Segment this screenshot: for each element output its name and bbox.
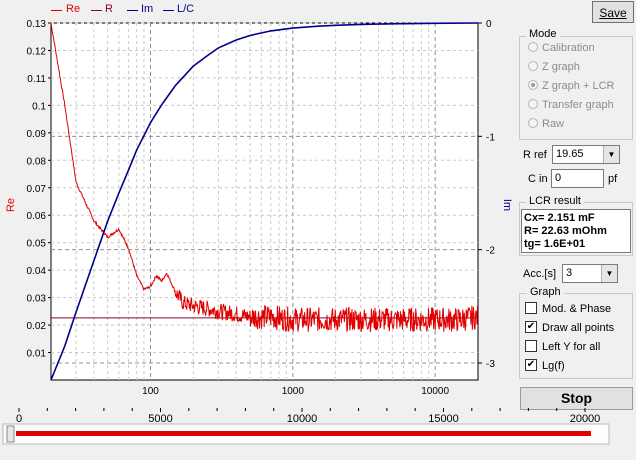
series-im-line xyxy=(50,22,479,381)
y-left-tick-label: 0.13 xyxy=(27,19,47,30)
acc-label: Acc.[s] xyxy=(523,268,557,280)
lcr-result-r: R= 22.63 mOhm xyxy=(524,225,607,237)
slider-tick-label: 5000 xyxy=(148,413,172,425)
cin-label: C in xyxy=(528,173,548,185)
acc-select[interactable]: 3 ▼ xyxy=(562,264,618,283)
impedance-plot: 0.01 0.02 0.03 0.04 0.05 0.06 0.07 0.08 0.09 0.1 0… xyxy=(5,19,513,397)
checkmark-icon: ✔ xyxy=(525,321,537,334)
y-left-tick-label: 0.06 xyxy=(27,211,47,222)
legend-label-im: Im xyxy=(141,3,154,15)
slider-tick-label: 0 xyxy=(16,413,22,425)
checkmark-icon: ✔ xyxy=(525,359,537,372)
y-left-axis-label: Re xyxy=(5,198,17,212)
y-right-tick-label: 0 xyxy=(486,19,492,30)
frequency-slider[interactable]: 0 5000 10000 15000 20000 xyxy=(0,408,636,460)
slider-tick-label: 10000 xyxy=(287,413,318,425)
legend-swatch-re xyxy=(51,10,62,11)
mode-group-title: Mode xyxy=(526,28,560,40)
y-right-axis-label: Im xyxy=(501,199,513,211)
rref-select[interactable]: 19.65 ▼ xyxy=(552,145,620,164)
legend-label-r: R xyxy=(105,3,113,15)
graph-group-title: Graph xyxy=(527,286,564,298)
radio-circle-selected xyxy=(528,80,538,91)
cin-input[interactable]: 0 xyxy=(551,169,604,188)
y-left-tick-label: 0.01 xyxy=(27,349,47,360)
checkbox-left-y-for-all[interactable]: Left Y for all xyxy=(525,340,600,353)
y-left-tick-label: 0.04 xyxy=(27,266,47,277)
mode-radio-z-graph[interactable]: Z graph xyxy=(528,61,580,73)
graph-group xyxy=(519,293,633,379)
lcr-result-title: LCR result xyxy=(526,195,584,207)
x-tick-label: 100 xyxy=(142,386,159,397)
checkbox-box xyxy=(525,302,537,315)
radio-circle xyxy=(528,99,538,110)
y-left-tick-label: 0.08 xyxy=(27,156,47,167)
checkbox-box xyxy=(525,340,537,353)
chevron-down-icon[interactable]: ▼ xyxy=(601,265,617,282)
checkbox-mod-phase[interactable]: Mod. & Phase xyxy=(525,302,611,315)
lcr-result-display: Cx= 2.151 mF R= 22.63 mOhm tg= 1.6E+01 xyxy=(521,209,631,253)
slider-tick-label: 15000 xyxy=(428,413,459,425)
y-left-tick-label: 0.09 xyxy=(27,129,47,140)
mode-radio-transfer-graph[interactable]: Transfer graph xyxy=(528,99,614,111)
lcr-result-cx: Cx= 2.151 mF xyxy=(524,212,595,224)
mode-group xyxy=(519,36,633,140)
y-left-tick-label: 0.1 xyxy=(32,101,46,112)
rref-label: R ref xyxy=(523,149,547,161)
x-tick-label: 1000 xyxy=(282,386,305,397)
y-left-tick-label: 0.12 xyxy=(27,46,47,57)
radio-circle xyxy=(528,61,538,72)
stop-button[interactable]: Stop xyxy=(520,387,633,410)
slider-thumb[interactable] xyxy=(6,425,15,443)
cin-unit: pf xyxy=(608,173,618,185)
checkbox-draw-all-points[interactable]: ✔ Draw all points xyxy=(525,321,615,334)
y-left-tick-label: 0.11 xyxy=(27,74,46,85)
mode-radio-z-graph-lcr[interactable]: Z graph + LCR xyxy=(528,80,614,92)
series-re-line xyxy=(50,22,478,332)
slider-fill xyxy=(16,431,591,436)
y-left-tick-label: 0.05 xyxy=(27,239,47,250)
mode-radio-calibration[interactable]: Calibration xyxy=(528,42,595,54)
checkbox-lg-f[interactable]: ✔ Lg(f) xyxy=(525,359,565,372)
legend-swatch-lc xyxy=(163,10,174,11)
radio-circle xyxy=(528,118,538,129)
legend-swatch-r xyxy=(91,10,102,11)
mode-radio-raw[interactable]: Raw xyxy=(528,118,564,130)
chevron-down-icon[interactable]: ▼ xyxy=(603,146,619,163)
y-right-tick-label: -2 xyxy=(486,246,495,257)
legend-label-lc: L/C xyxy=(177,3,195,15)
y-left-tick-label: 0.07 xyxy=(27,184,47,195)
y-left-tick-label: 0.02 xyxy=(27,321,47,332)
radio-circle xyxy=(528,42,538,53)
slider-tick-label: 20000 xyxy=(570,413,601,425)
y-right-tick-label: -3 xyxy=(486,359,495,370)
y-left-tick-label: 0.03 xyxy=(27,294,47,305)
lcr-result-tg: tg= 1.6E+01 xyxy=(524,238,586,250)
legend-swatch-im xyxy=(127,10,138,11)
save-button[interactable]: Save xyxy=(592,1,634,23)
y-right-tick-label: -1 xyxy=(486,132,495,143)
legend-label-re: Re xyxy=(66,3,81,15)
plot-canvas: 0.01 0.02 0.03 0.04 0.05 0.06 0.07 0.08 0.09 0.1 0… xyxy=(5,19,513,397)
x-tick-label: 10000 xyxy=(421,386,449,397)
